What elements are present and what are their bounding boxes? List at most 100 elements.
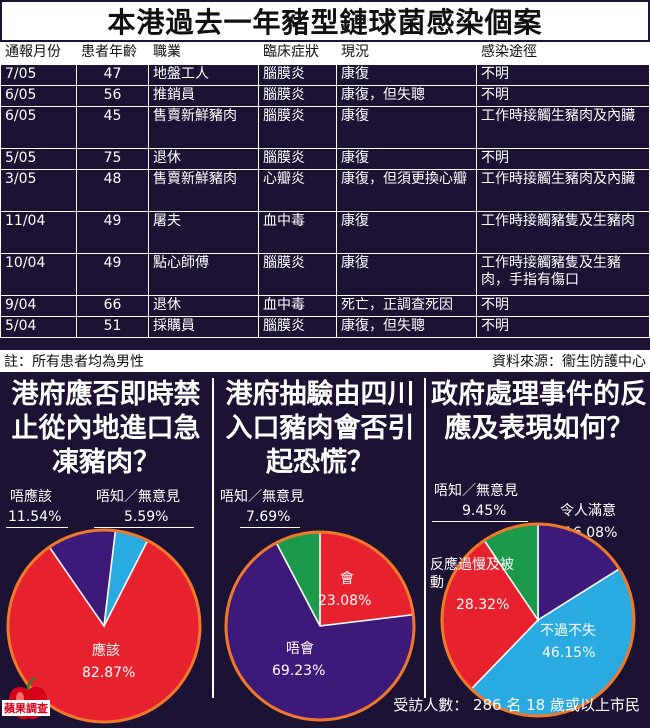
cell-status: 康復，但失聰 — [336, 316, 477, 338]
table-row: 11/04 49 屠夫 血中毒 康復 工作時接觸豬隻及生豬肉 — [0, 211, 650, 254]
cell-occupation: 地盤工人 — [148, 64, 259, 86]
table-row: 7/05 47 地盤工人 腦膜炎 康復 不明 — [0, 64, 650, 86]
panel-divider — [212, 378, 214, 698]
cell-age: 45 — [76, 106, 149, 149]
col-header-symptom: 臨床症狀 — [258, 42, 337, 65]
cell-route: 不明 — [476, 316, 650, 338]
cell-month: 6/05 — [0, 85, 77, 107]
note-right: 資料來源：衞生防護中心 — [492, 354, 646, 370]
pie-chart-1 — [6, 528, 202, 724]
cell-route: 工作時接觸豬隻及生豬肉 — [476, 211, 650, 254]
cases-table: 通報月份 患者年齡 職業 臨床症狀 現況 感染途徑 7/05 47 地盤工人 腦膜炎康… — [0, 42, 650, 338]
table-note: 註：所有患者均為男性 資料來源：衞生防護中心 — [0, 350, 650, 372]
cell-symptom: 腦膜炎 — [258, 85, 337, 107]
slice-label-unsure: 唔知／無意見 — [96, 489, 180, 505]
cell-age: 51 — [76, 316, 149, 338]
poll-question-1: 港府應否即時禁止從內地進口急凍豬肉？ — [11, 379, 201, 478]
cell-age: 49 — [76, 253, 149, 296]
cell-occupation: 點心師傅 — [148, 253, 259, 296]
cell-age: 47 — [76, 64, 149, 86]
cell-status: 康復，但失聰 — [336, 85, 477, 107]
table-row: 3/05 48 售賣新鮮豬肉 心瓣炎 康復，但須更換心瓣 工作時接觸生豬肉及內臟 — [0, 169, 650, 212]
cell-month: 3/05 — [0, 169, 77, 212]
table-row: 10/04 49 點心師傅 腦膜炎 康復 工作時接觸豬隻及生豬肉，手指有傷口 — [0, 253, 650, 296]
slice-label-yes: 應該 — [92, 643, 120, 659]
slice-value-slow: 28.32% — [456, 597, 510, 613]
cell-status: 死亡，正調查死因 — [336, 295, 477, 317]
table-row: 5/05 75 退休 腦膜炎 康復 不明 — [0, 148, 650, 170]
pie-chart-2 — [224, 530, 416, 722]
cell-month: 5/04 — [0, 316, 77, 338]
col-header-status: 現況 — [336, 42, 477, 65]
cell-age: 48 — [76, 169, 149, 212]
poll-panel-1: 港府應否即時禁止從內地進口急凍豬肉？ 唔應該 11.54% 唔知／無意見 5.5… — [0, 378, 212, 726]
cell-age: 66 — [76, 295, 149, 317]
slice-label-unsure: 唔知／無意見 — [220, 489, 304, 505]
cell-occupation: 售賣新鮮豬肉 — [148, 106, 259, 149]
poll-question-2: 港府抽驗由四川入口豬肉會否引起恐慌？ — [225, 379, 415, 478]
slice-label-satisfied: 令人滿意 — [560, 503, 616, 519]
cell-symptom: 腦膜炎 — [258, 148, 337, 170]
cell-occupation: 退休 — [148, 148, 259, 170]
cell-symptom: 腦膜炎 — [258, 316, 337, 338]
leader-line — [432, 521, 528, 522]
panel-divider — [424, 378, 426, 698]
cell-route: 工作時接觸生豬肉及內臟 — [476, 106, 650, 149]
leader-line — [6, 527, 68, 528]
main-title-bar: 本港過去一年豬型鏈球菌感染個案 — [0, 0, 650, 42]
table-row: 6/05 56 推銷員 腦膜炎 康復，但失聰 不明 — [0, 85, 650, 107]
cell-route: 工作時接觸生豬肉及內臟 — [476, 169, 650, 212]
cell-route: 不明 — [476, 148, 650, 170]
cell-month: 10/04 — [0, 253, 77, 296]
col-header-occupation: 職業 — [148, 42, 259, 65]
pie-rim — [224, 530, 416, 722]
slice-value-unsure: 5.59% — [124, 509, 169, 525]
table-row: 6/05 45 售賣新鮮豬肉 腦膜炎 康復 工作時接觸生豬肉及內臟 — [0, 106, 650, 149]
cell-status: 康復 — [336, 211, 477, 254]
pie-chart-3 — [440, 522, 636, 718]
respondent-count: 受訪人數： 286 名 18 歲或以上市民 — [393, 696, 640, 714]
slice-label-no: 唔應該 — [10, 489, 52, 505]
leader-line — [94, 527, 194, 528]
cell-symptom: 腦膜炎 — [258, 253, 337, 296]
cell-occupation: 採購員 — [148, 316, 259, 338]
col-header-age: 患者年齡 — [76, 42, 149, 65]
slice-value-unsure: 9.45% — [462, 503, 507, 519]
cell-symptom: 腦膜炎 — [258, 64, 337, 86]
cell-status: 康復 — [336, 148, 477, 170]
slice-value-okay: 46.15% — [542, 645, 596, 661]
logo-text: 蘋果調查 — [2, 700, 50, 716]
cell-route: 不明 — [476, 85, 650, 107]
table-row: 5/04 51 採購員 腦膜炎 康復，但失聰 不明 — [0, 316, 650, 338]
col-header-month: 通報月份 — [0, 42, 77, 65]
cell-age: 49 — [76, 211, 149, 254]
slice-label-okay: 不過不失 — [540, 623, 596, 639]
slice-value-no: 69.23% — [272, 663, 326, 679]
cell-route: 工作時接觸豬隻及生豬肉，手指有傷口 — [476, 253, 650, 296]
cell-occupation: 屠夫 — [148, 211, 259, 254]
slice-label-yes: 會 — [340, 571, 354, 587]
slice-value-yes: 82.87% — [82, 665, 136, 681]
slice-value-no: 11.54% — [8, 509, 62, 525]
cell-month: 9/04 — [0, 295, 77, 317]
main-title: 本港過去一年豬型鏈球菌感染個案 — [107, 6, 543, 39]
cell-month: 7/05 — [0, 64, 77, 86]
cell-occupation: 售賣新鮮豬肉 — [148, 169, 259, 212]
poll-panel-2: 港府抽驗由四川入口豬肉會否引起恐慌？ 唔知／無意見 7.69% 會 23.08%… — [216, 378, 424, 726]
cell-age: 75 — [76, 148, 149, 170]
cell-symptom: 腦膜炎 — [258, 106, 337, 149]
pie-rim — [6, 528, 202, 724]
slice-label-no: 唔會 — [286, 641, 314, 657]
cell-occupation: 退休 — [148, 295, 259, 317]
leader-line — [240, 527, 300, 528]
pie-rim — [440, 522, 636, 718]
cell-month: 6/05 — [0, 106, 77, 149]
slice-label-slow: 反應過慢及被動 — [430, 557, 514, 591]
cell-status: 康復 — [336, 253, 477, 296]
col-header-route: 感染途徑 — [476, 42, 650, 65]
cell-status: 康復 — [336, 64, 477, 86]
cell-status: 康復，但須更換心瓣 — [336, 169, 477, 212]
cell-age: 56 — [76, 85, 149, 107]
slice-label-unsure: 唔知／無意見 — [434, 483, 518, 499]
cell-route: 不明 — [476, 64, 650, 86]
